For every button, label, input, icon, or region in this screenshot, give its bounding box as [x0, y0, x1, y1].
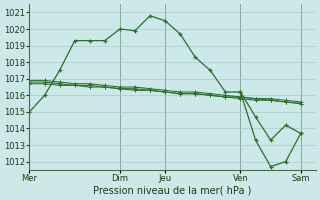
- X-axis label: Pression niveau de la mer( hPa ): Pression niveau de la mer( hPa ): [93, 186, 252, 196]
